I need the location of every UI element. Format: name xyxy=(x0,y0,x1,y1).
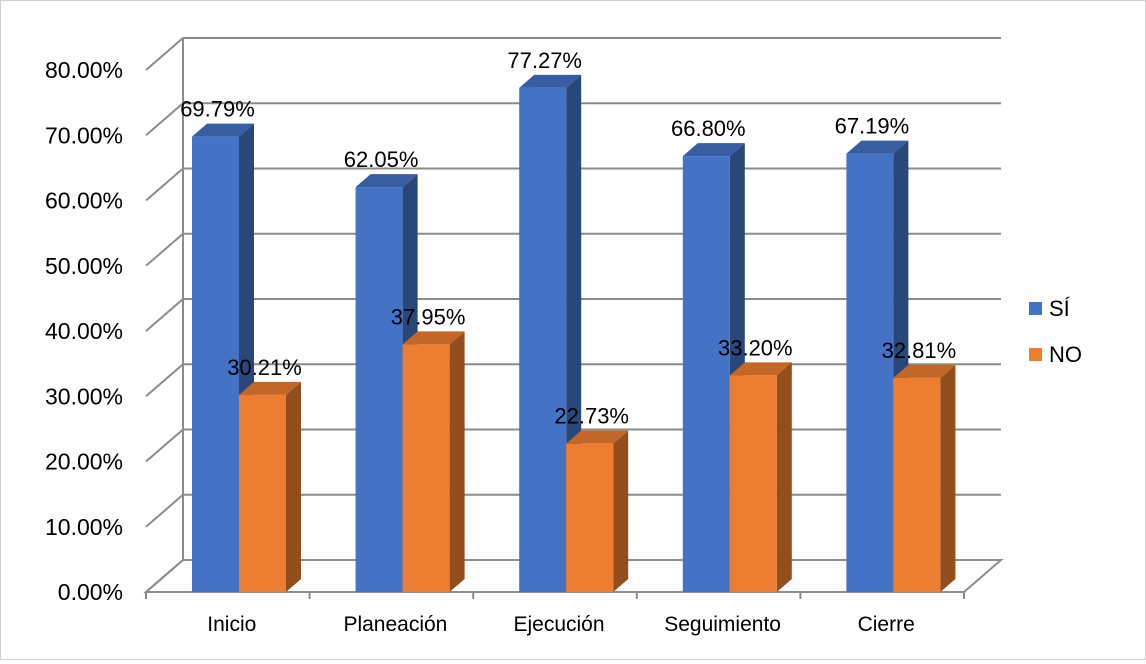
bar-front xyxy=(402,344,450,592)
gridline xyxy=(145,102,1001,137)
bar-front xyxy=(239,394,286,592)
bar xyxy=(519,74,582,593)
bar-top xyxy=(893,364,956,378)
bar-top xyxy=(566,430,629,444)
x-tick-label: Cierre xyxy=(858,613,915,636)
data-label: 66.80% xyxy=(671,116,746,141)
data-label: 77.27% xyxy=(507,48,582,73)
bar-front xyxy=(192,136,239,593)
data-label: 22.73% xyxy=(554,404,629,429)
x-axis: Inicio Planeación Ejecución Seguimiento Cier… xyxy=(145,592,965,636)
bar-front xyxy=(893,377,941,592)
legend: SÍ NO xyxy=(1029,296,1082,367)
bar-front xyxy=(729,375,777,592)
bar-top xyxy=(192,123,254,137)
bar xyxy=(893,364,956,592)
y-tick-label: 50.00% xyxy=(45,253,123,279)
data-label: 69.79% xyxy=(180,97,255,122)
bar-side xyxy=(286,381,301,592)
x-tick-label: Ejecución xyxy=(513,613,604,636)
y-tick-label: 20.00% xyxy=(45,449,123,475)
y-tick-label: 40.00% xyxy=(45,318,123,344)
bar-front xyxy=(355,187,403,592)
bar-top xyxy=(239,381,301,395)
x-tick-label: Inicio xyxy=(207,613,256,636)
bar-top xyxy=(846,140,909,154)
data-label: 67.19% xyxy=(835,114,910,139)
bar-side xyxy=(613,430,629,592)
bar-top xyxy=(682,143,745,157)
gridlines xyxy=(145,37,1001,593)
y-tick-label: 10.00% xyxy=(45,514,123,540)
y-tick-label: 70.00% xyxy=(45,122,123,148)
y-tick-label: 0.00% xyxy=(58,579,123,605)
bar-side xyxy=(776,362,792,592)
bar xyxy=(566,430,629,592)
data-labels: 69.79% 30.21% 62.05% 37.95% 77.27% 22.73% 66.8… xyxy=(180,48,956,429)
data-label: 32.81% xyxy=(882,338,957,363)
bar-top xyxy=(402,331,465,345)
bars xyxy=(192,74,956,593)
y-tick-label: 80.00% xyxy=(45,57,123,83)
y-tick-label: 60.00% xyxy=(45,188,123,214)
data-label: 37.95% xyxy=(391,304,466,329)
data-label: 33.20% xyxy=(718,335,793,360)
y-axis: 0.00% 10.00% 20.00% 30.00% 40.00% 50.00% 60.00… xyxy=(45,57,123,605)
bar-front xyxy=(682,156,730,592)
gridline xyxy=(145,37,1001,71)
legend-swatch xyxy=(1029,302,1042,315)
legend-label: SÍ xyxy=(1049,296,1071,321)
bar-front xyxy=(846,153,894,592)
bar xyxy=(239,381,301,592)
bar-top xyxy=(355,174,418,188)
data-label: 62.05% xyxy=(344,147,419,172)
bar-top xyxy=(729,362,792,376)
bar-front xyxy=(519,87,567,593)
data-label: 30.21% xyxy=(227,355,302,380)
bar xyxy=(729,362,792,592)
bar-side xyxy=(449,331,465,592)
y-tick-label: 30.00% xyxy=(45,383,123,409)
bar-top xyxy=(519,74,582,88)
legend-label: NO xyxy=(1049,342,1082,367)
bar-side xyxy=(940,364,956,592)
x-tick-label: Seguimiento xyxy=(664,613,781,636)
legend-swatch xyxy=(1029,348,1042,361)
bar-front xyxy=(566,443,614,592)
bar xyxy=(402,331,465,592)
x-tick-label: Planeación xyxy=(343,613,447,636)
